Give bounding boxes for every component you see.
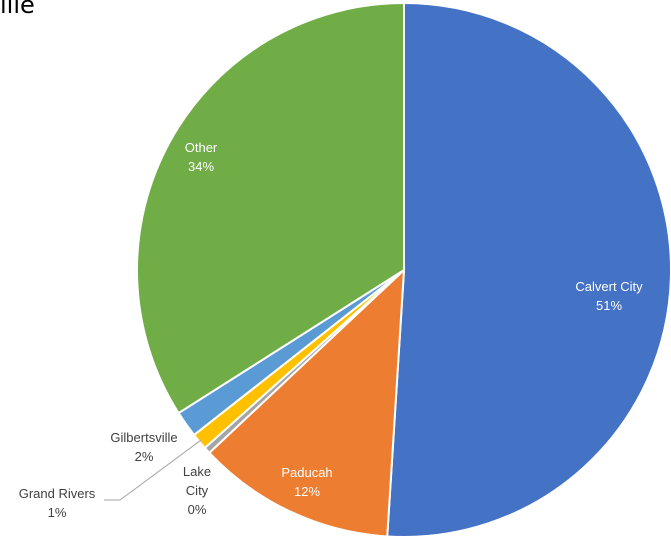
leader-line-grand-rivers [104,439,202,501]
data-label-paducah: 12% [294,484,320,499]
category-label-other: Other [185,140,218,155]
category-label-lake-city-2: City [186,483,209,498]
category-label-gilbertsville: Gilbertsville [110,430,177,445]
data-label-calvert-city: 51% [596,298,622,313]
data-label-other: 34% [188,159,214,174]
data-label-gilbertsville: 2% [135,449,154,464]
slice-calvert-city [386,1,671,538]
category-label-grand-rivers: Grand Rivers [19,486,96,501]
category-label-calvert-city: Calvert City [575,279,643,294]
category-label-lake-city-1: Lake [183,464,211,479]
category-label-paducah: Paducah [281,465,332,480]
chart-title: ille [0,0,35,19]
data-label-lake-city: 0% [188,502,207,517]
slice-paducah [207,267,406,538]
slice-other [136,1,405,415]
data-label-grand-rivers: 1% [48,505,67,520]
